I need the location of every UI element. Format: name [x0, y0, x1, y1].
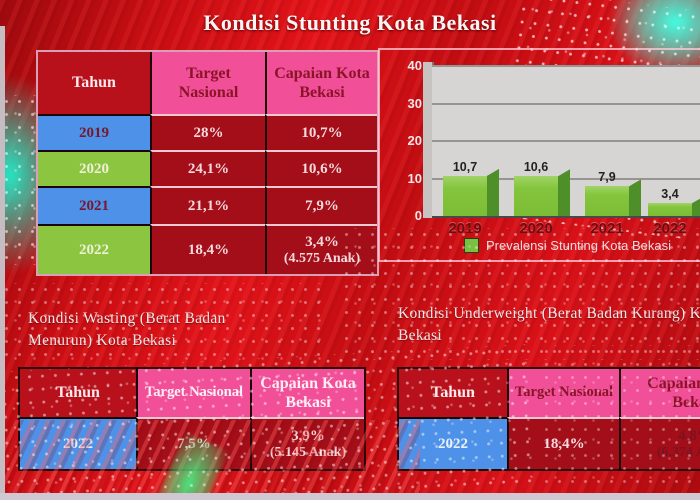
left-edge-strip	[0, 26, 5, 500]
wasting-capaian-2022: 3,9% (5.145 Anak)	[250, 417, 364, 469]
chart-legend: Prevalensi Stunting Kota Bekasi	[464, 238, 671, 253]
chart-bar-value-label: 10,6	[523, 160, 549, 175]
wasting-header-capaian: Capaian Kota Bekasi	[250, 369, 364, 417]
underweight-table: Tahun Target Nasional Capaian Kota Bekas…	[397, 367, 700, 471]
legend-swatch-icon	[464, 238, 479, 253]
chart-x-label: 2022	[653, 220, 687, 237]
chart-y-tick-label: 10	[407, 170, 422, 186]
underweight-section-heading: Kondisi Underweight (Berat Badan Kurang)…	[398, 305, 700, 344]
stunting-header-tahun: Tahun	[38, 52, 150, 114]
stunting-target-2020: 24,1%	[150, 150, 265, 186]
chart-bar-value-label: 3,4	[661, 187, 679, 202]
chart-bar	[648, 203, 692, 216]
chart-bar	[443, 175, 487, 216]
legend-label: Prevalensi Stunting Kota Bekasi	[486, 238, 671, 253]
chart-gridline	[432, 65, 700, 67]
underweight-target-2022: 18,4%	[507, 417, 619, 469]
chart-bar-side	[487, 168, 499, 216]
chart-gridline	[432, 102, 700, 105]
chart-x-label: 2021	[590, 220, 624, 237]
wasting-header-target: Target Nasional	[136, 369, 250, 417]
wasting-table: Tahun Target Nasional Capaian Kota Bekas…	[18, 367, 366, 471]
stunting-capaian-2021: 7,9%	[265, 186, 377, 224]
underweight-header-capaian: Capaian Kota Bekasi	[619, 369, 700, 417]
stunting-year-2020: 2020	[38, 150, 150, 186]
bottom-edge-strip	[0, 493, 700, 500]
stunting-year-2021: 2021	[38, 186, 150, 224]
underweight-capaian-value: 4,8%	[678, 427, 700, 444]
chart-x-label: 2019	[448, 220, 482, 237]
chart-bar-value-label: 7,9	[598, 170, 616, 185]
chart-bar	[514, 176, 558, 216]
stunting-target-2021: 21,1%	[150, 186, 265, 224]
chart-plot-area: 10,7 10,6 7,9 3,4	[432, 65, 700, 218]
wasting-year-2022: 2022	[20, 417, 136, 469]
stunting-target-2022: 18,4%	[150, 224, 265, 274]
stunting-prevalence-chart: 10,7 10,6 7,9 3,4 0 10 20 30 40 2019 2020 2021 202…	[378, 48, 700, 262]
wasting-capaian-note: (5.145 Anak)	[269, 444, 347, 460]
stunting-target-2019: 28%	[150, 114, 265, 150]
stunting-capaian-2019: 10,7%	[265, 114, 377, 150]
stunting-capaian-2022: 3,4% (4.575 Anak)	[265, 224, 377, 274]
chart-y-tick-label: 40	[407, 58, 422, 73]
chart-y-tick-label: 30	[407, 95, 422, 111]
stunting-year-2019: 2019	[38, 114, 150, 150]
chart-bar-value-label: 10,7	[452, 159, 478, 174]
stunting-table: Tahun Target Nasional Capaian Kota Bekas…	[36, 50, 379, 276]
stunting-header-target: Target Nasional	[150, 52, 265, 114]
underweight-year-2022: 2022	[399, 417, 507, 469]
underweight-header-target: Target Nasional	[507, 369, 619, 417]
chart-x-label: 2020	[519, 220, 553, 237]
stunting-capaian-2020: 10,6%	[265, 150, 377, 186]
chart-gridline	[432, 140, 700, 142]
chart-y-tick-label: 0	[414, 208, 422, 223]
wasting-target-2022: 7,5%	[136, 417, 250, 469]
wasting-header-tahun: Tahun	[20, 369, 136, 417]
stunting-capaian-2022-note: (4.575 Anak)	[283, 250, 361, 266]
underweight-capaian-2022: 4,8% (6.374 Anak)	[619, 417, 700, 469]
chart-bar-side	[558, 169, 570, 216]
underweight-capaian-note: (6.374 Anak)	[656, 444, 700, 460]
stunting-header-capaian: Capaian Kota Bekasi	[265, 52, 377, 114]
chart-y-tick-label: 20	[407, 133, 422, 148]
wasting-capaian-value: 3,9%	[291, 427, 325, 444]
chart-bar	[585, 186, 629, 216]
underweight-header-tahun: Tahun	[399, 369, 507, 417]
page-title: Kondisi Stunting Kota Bekasi	[203, 10, 497, 35]
wasting-section-heading: Kondisi Wasting (Berat Badan Menurun) Ko…	[28, 310, 226, 349]
stunting-year-2022: 2022	[38, 224, 150, 274]
stunting-capaian-2022-value: 3,4%	[305, 233, 339, 250]
